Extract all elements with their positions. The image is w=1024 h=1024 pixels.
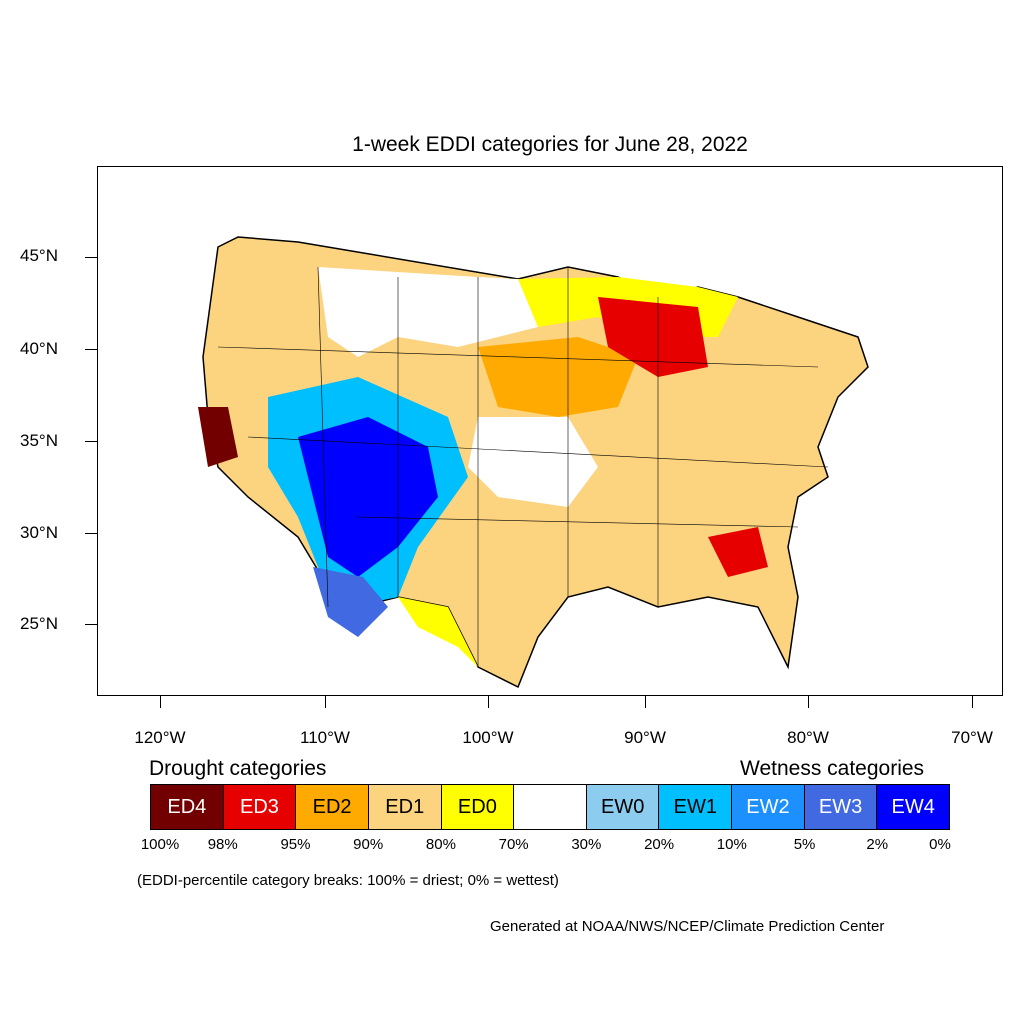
lat-label-25: 25°N [20, 614, 58, 633]
lon-tick [645, 696, 646, 708]
ed3-region-southeast [708, 527, 768, 577]
legend-swatch-ed4: ED4 [151, 785, 224, 829]
lon-label-110w: 110°W [300, 728, 350, 747]
lon-tick [160, 696, 161, 708]
lon-tick [325, 696, 326, 708]
legend-swatch-ew3: EW3 [804, 785, 878, 829]
legend-swatch-ew1: EW1 [659, 785, 733, 829]
map-title: 1-week EDDI categories for June 28, 2022 [352, 133, 748, 156]
lat-label-40: 40°N [20, 339, 58, 358]
percentile-label: 80% [425, 836, 456, 853]
lon-tick [808, 696, 809, 708]
percentile-label: 0% [929, 836, 951, 853]
lon-label-100w: 100°W [462, 728, 514, 747]
legend-swatch-ew4: EW4 [877, 785, 950, 829]
lon-tick [972, 696, 973, 708]
credit-text: Generated at NOAA/NWS/NCEP/Climate Predi… [490, 918, 885, 935]
lon-label-70w: 70°W [951, 728, 993, 747]
state-line [217, 346, 819, 368]
normal-region-north [318, 267, 538, 357]
drought-heading: Drought categories [149, 757, 327, 780]
lat-tick [85, 533, 97, 534]
ew4-region [298, 417, 438, 577]
lon-label-80w: 80°W [787, 728, 829, 747]
legend-swatch-ed3: ED3 [223, 785, 297, 829]
lon-label-120w: 120°W [134, 728, 186, 747]
legend-swatch-ed0: ED0 [441, 785, 515, 829]
lon-label-90w: 90°W [624, 728, 666, 747]
lat-tick [85, 441, 97, 442]
legend-swatch-ew2: EW2 [732, 785, 805, 829]
state-line [357, 516, 799, 528]
percentile-label: 10% [716, 836, 747, 853]
legend-swatch-ed2: ED2 [296, 785, 369, 829]
category-note: (EDDI-percentile category breaks: 100% =… [137, 872, 559, 889]
wetness-heading: Wetness categories [740, 757, 925, 780]
percentile-label: 98% [207, 836, 238, 853]
legend-bar: ED4 ED3 ED2 ED1 ED0 EW0 EW1 EW2 EW3 EW4 [150, 784, 950, 830]
lat-label-45: 45°N [20, 246, 58, 265]
legend-swatch-normal [514, 785, 587, 829]
state-line [317, 266, 329, 608]
lat-label-35: 35°N [20, 431, 58, 450]
percentile-label: 95% [280, 836, 311, 853]
lat-label-30: 30°N [20, 523, 58, 542]
ed4-region-california [198, 407, 238, 467]
percentile-label: 20% [644, 836, 675, 853]
eddi-map [97, 166, 1003, 696]
lat-tick [85, 349, 97, 350]
lat-tick [85, 257, 97, 258]
state-line [247, 436, 829, 468]
ed3-region-greatlakes [598, 297, 708, 377]
lat-tick [85, 624, 97, 625]
lon-tick [488, 696, 489, 708]
percentile-label: 70% [498, 836, 529, 853]
percentile-label: 2% [866, 836, 889, 853]
map-canvas [198, 236, 869, 689]
legend-swatch-ed1: ED1 [368, 785, 442, 829]
ed0-region-south [398, 597, 478, 667]
legend-swatch-ew0: EW0 [586, 785, 660, 829]
percentile-label: 90% [353, 836, 384, 853]
normal-region-central [468, 417, 598, 507]
percentile-label: 5% [793, 836, 816, 853]
ew3-region [313, 567, 388, 637]
percentile-label: 100% [140, 836, 180, 853]
percentile-label: 30% [571, 836, 602, 853]
